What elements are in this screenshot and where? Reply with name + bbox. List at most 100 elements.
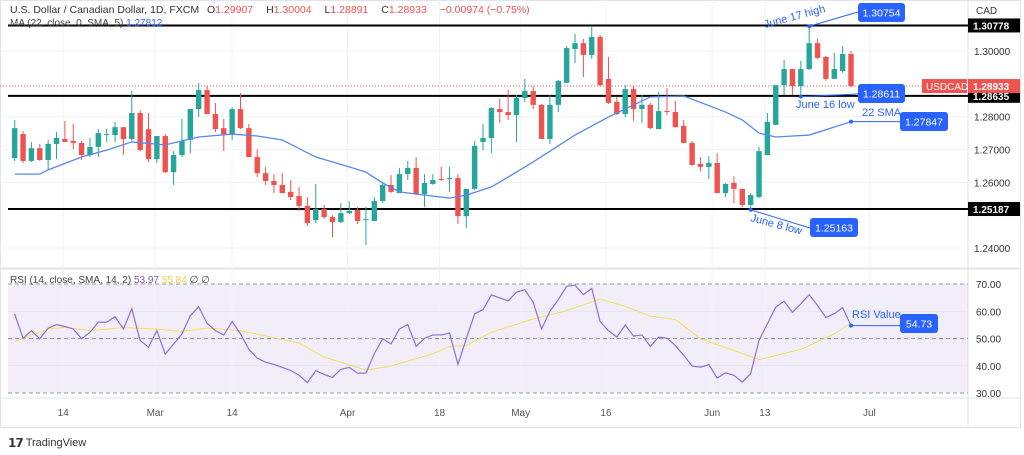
candle-body (639, 104, 645, 110)
tradingview-logo-text: TradingView (25, 437, 87, 449)
candle-body (421, 182, 428, 195)
high-label: H (266, 4, 274, 16)
candle-body (179, 140, 185, 156)
candle-body (747, 195, 754, 205)
candle-body (547, 104, 553, 139)
ma-legend-value: 1.27812 (126, 18, 163, 29)
candle-body (120, 127, 127, 139)
x-tick-label: 13 (759, 408, 771, 419)
symbol-legend: U.S. Dollar / Canadian Dollar, 1D, FXCM … (10, 4, 535, 16)
candle-body (346, 210, 352, 214)
ohlc-high: H1.30004 (266, 4, 317, 16)
candle (421, 174, 428, 207)
candle-body (655, 111, 662, 130)
candle-body (413, 167, 419, 195)
candle-body (37, 148, 43, 160)
candle-body (488, 108, 495, 138)
candle (706, 156, 712, 180)
low-label: L (324, 4, 331, 16)
candle-body (262, 173, 269, 182)
candle-body (204, 90, 210, 115)
june-16-low-connector (800, 93, 859, 98)
candle-body (697, 163, 704, 167)
y-tick-label: 1.27000 (974, 145, 1011, 156)
rsi-legend-value: 53.97 (133, 275, 159, 286)
candle-body (187, 109, 194, 140)
candle (145, 113, 152, 162)
june-17-high-label: June 17 high (763, 3, 827, 31)
candle-body (254, 157, 260, 174)
candle (647, 102, 653, 130)
symbol-tag (922, 79, 967, 94)
candle-body (781, 69, 787, 86)
june-17-high-connector (809, 11, 859, 27)
candle-body (237, 109, 244, 129)
candle (848, 50, 854, 88)
candle-body (806, 43, 812, 70)
candle-body (681, 125, 687, 143)
close-label: C (381, 4, 389, 16)
candle (739, 188, 745, 207)
rsi-legend-empty-2: ∅ (201, 275, 210, 286)
candle (639, 94, 645, 123)
sma-annotation-box (900, 112, 948, 131)
candle-body (438, 179, 444, 181)
candle (371, 197, 378, 222)
tradingview-logo[interactable]: 𝟭𝟳 TradingView (8, 436, 86, 450)
rsi-value-point (849, 323, 853, 328)
candle (823, 55, 829, 81)
candle (655, 92, 662, 130)
candle (237, 93, 244, 130)
candle (212, 102, 219, 133)
candle (672, 100, 679, 128)
candle-body (731, 182, 737, 189)
candle (296, 186, 302, 211)
level-price-label: 1.25187 (973, 205, 1010, 216)
rsi-legend[interactable]: RSI (14, close, SMA, 14, 2) 53.97 55.84 … (10, 275, 210, 286)
candle (170, 151, 177, 185)
x-tick-label: May (511, 408, 530, 419)
x-tick-label: Mar (147, 408, 165, 419)
ma-legend[interactable]: MA (22, close, 0, SMA, 5) 1.27812 (10, 18, 162, 29)
candle-body (363, 219, 369, 221)
candle (714, 153, 720, 194)
candle-body (78, 142, 85, 156)
candle (480, 123, 486, 151)
candle (605, 56, 612, 104)
candle (388, 175, 394, 194)
rsi-legend-label: RSI (14, close, SMA, 14, 2) (10, 275, 132, 286)
symbol-tag-label: USDCAD (926, 82, 968, 93)
ohlc-open: O1.29907 (207, 4, 258, 16)
candle-body (371, 201, 378, 222)
x-tick-label: Apr (340, 408, 356, 419)
june-17-high-value: 1.30754 (863, 8, 901, 20)
candle (195, 82, 202, 117)
candle-body (388, 184, 394, 192)
candle-body (664, 111, 670, 113)
candle (187, 109, 194, 154)
candle (580, 38, 587, 77)
last-price-tag (968, 79, 1020, 94)
candle (87, 137, 93, 158)
candle (831, 52, 837, 79)
change-value: −0.00974 (−0.75%) (439, 4, 530, 16)
candle-body (154, 136, 160, 160)
rsi-value-value: 54.73 (906, 319, 932, 331)
candle (363, 206, 369, 246)
june-8-low-label: June 8 low (749, 212, 803, 237)
candle-body (773, 85, 779, 125)
candle-body (597, 36, 603, 86)
candle (513, 94, 520, 142)
candle-body (630, 89, 637, 110)
candle (722, 182, 729, 198)
candle-body (246, 128, 252, 158)
candle (413, 157, 419, 196)
candle-body (848, 54, 854, 87)
candle-body (279, 184, 286, 194)
candle-body (12, 128, 18, 159)
candle (346, 201, 352, 215)
candle (455, 174, 461, 225)
candle-body (480, 137, 486, 142)
rsi-legend-empty-1: ∅ (189, 275, 199, 286)
